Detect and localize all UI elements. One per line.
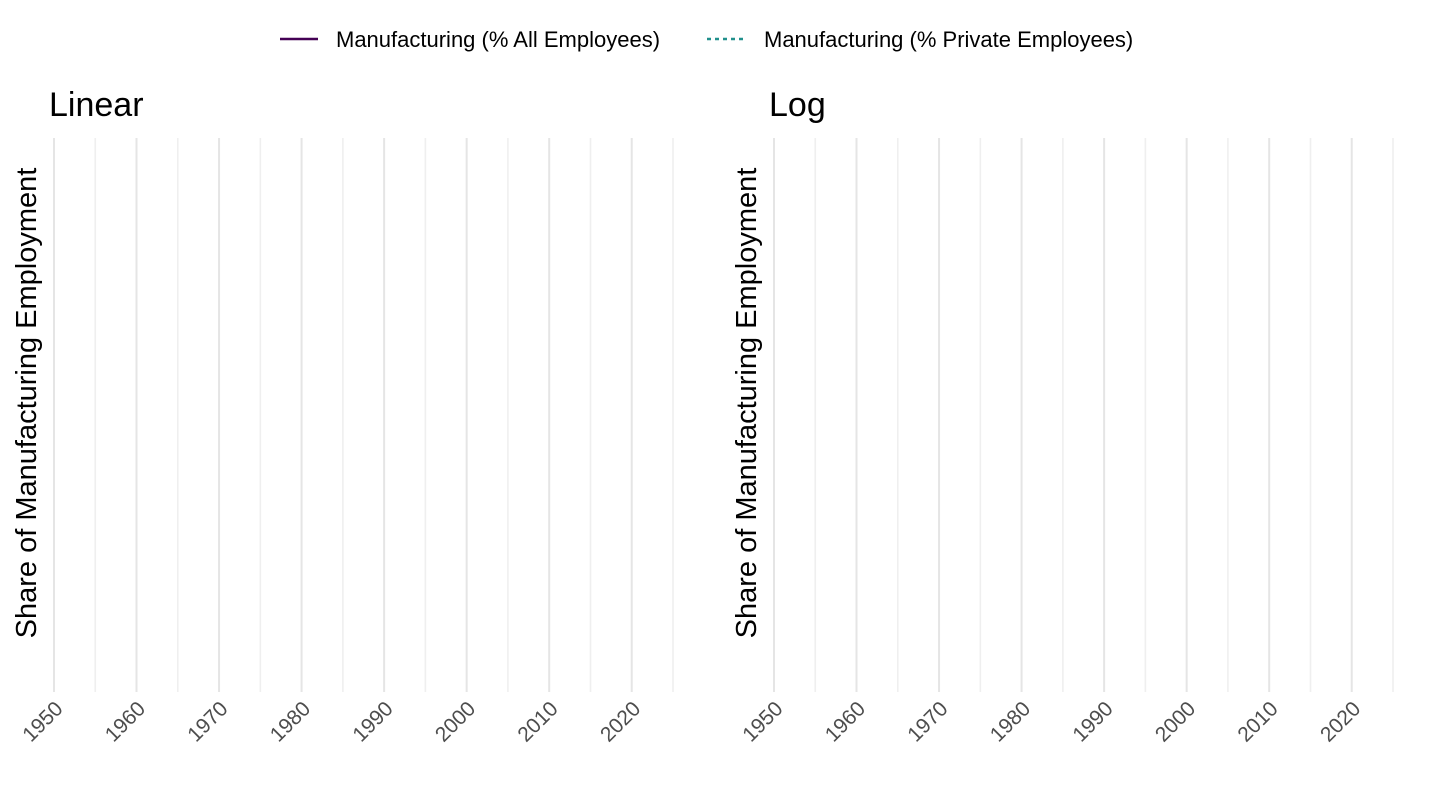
legend-label-2: Manufacturing (% Private Employees) [764,27,1133,52]
x-tick-label: 1970 [903,697,952,746]
x-tick-label: 2020 [1316,697,1365,746]
x-tick-label: 1990 [348,697,397,746]
x-tick-label: 1970 [183,697,232,746]
x-tick-label: 2000 [431,697,480,746]
y-axis-label: Share of Manufacturing Employment [11,168,43,639]
panel-linear: Linear Share of Manufacturing Employment 1… [11,86,674,747]
x-tick-label: 2010 [1233,697,1282,746]
panel-title: Log [769,86,826,124]
x-tick-label: 1950 [18,697,67,746]
legend: Manufacturing (% All Employees) Manufactu… [280,27,1133,52]
x-tick-label: 1980 [986,697,1035,746]
x-tick-label: 1950 [738,697,787,746]
x-tick-label: 2010 [513,697,562,746]
legend-label-1: Manufacturing (% All Employees) [336,27,660,52]
x-tick-label: 1960 [101,697,150,746]
panel-title: Linear [49,86,144,124]
panel-log: Log Share of Manufacturing Employment 1950… [731,86,1394,747]
x-tick-label: 1990 [1068,697,1117,746]
x-tick-label: 2020 [596,697,645,746]
x-tick-label: 1960 [821,697,870,746]
y-axis-label: Share of Manufacturing Employment [731,168,763,639]
x-tick-label: 1980 [266,697,315,746]
chart-panels: Linear Share of Manufacturing Employment 1… [11,86,1394,747]
x-tick-label: 2000 [1151,697,1200,746]
